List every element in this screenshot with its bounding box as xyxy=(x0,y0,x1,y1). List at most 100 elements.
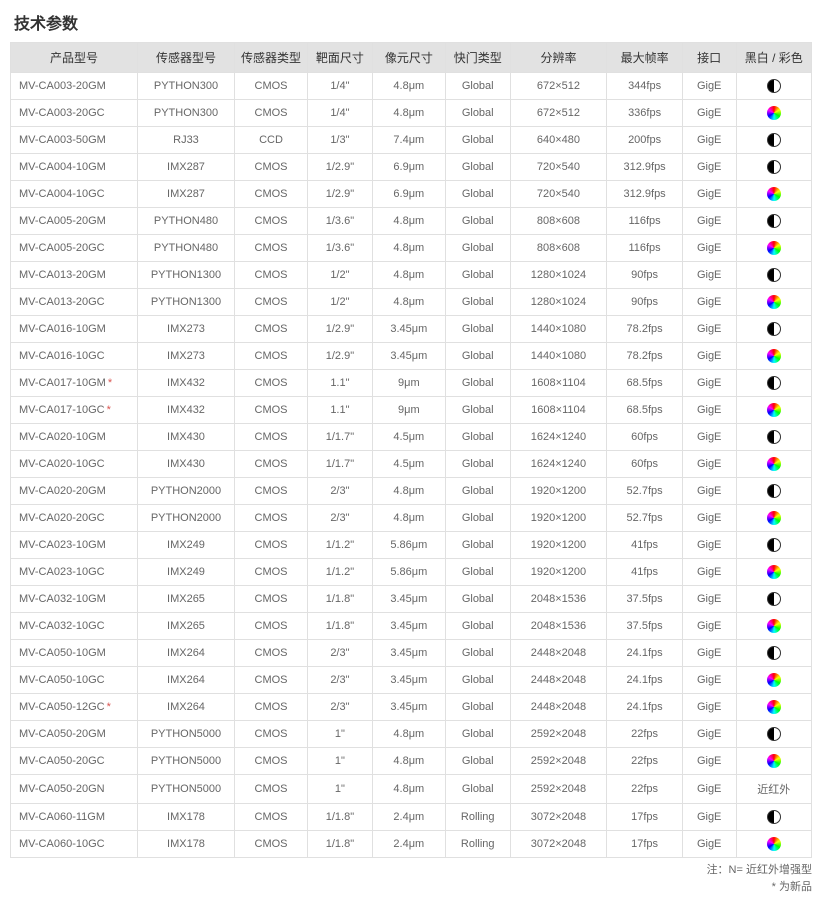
cell-optfmt: 1.1" xyxy=(308,370,373,397)
cell-sensor: IMX265 xyxy=(138,613,235,640)
cell-optfmt: 1/4" xyxy=(308,73,373,100)
color-icon xyxy=(767,754,781,768)
cell-shutter: Rolling xyxy=(445,831,510,858)
model-text: MV-CA003-50GM xyxy=(19,134,106,146)
cell-sensor: PYTHON5000 xyxy=(138,748,235,775)
cell-pixsz: 4.8μm xyxy=(372,721,445,748)
table-row: MV-CA003-50GMRJ33CCD1/3"7.4μmGlobal640×4… xyxy=(11,127,812,154)
cell-model: MV-CA004-10GM xyxy=(11,154,138,181)
cell-sensor: IMX430 xyxy=(138,424,235,451)
table-row: MV-CA050-20GNPYTHON5000CMOS1"4.8μmGlobal… xyxy=(11,775,812,804)
cell-optfmt: 1/1.8" xyxy=(308,586,373,613)
col-header: 黑白 / 彩色 xyxy=(736,43,811,73)
cell-mono-color xyxy=(736,721,811,748)
cell-pixsz: 3.45μm xyxy=(372,316,445,343)
cell-sensor: IMX178 xyxy=(138,804,235,831)
model-text: MV-CA050-20GC xyxy=(19,755,105,767)
cell-optfmt: 1/2.9" xyxy=(308,154,373,181)
cell-if: GigE xyxy=(682,775,736,804)
cell-sensor: PYTHON2000 xyxy=(138,505,235,532)
cell-if: GigE xyxy=(682,100,736,127)
cell-pixsz: 6.9μm xyxy=(372,154,445,181)
cell-fps: 90fps xyxy=(607,262,682,289)
cell-fps: 68.5fps xyxy=(607,397,682,424)
cell-fps: 17fps xyxy=(607,831,682,858)
cell-if: GigE xyxy=(682,208,736,235)
cell-pixsz: 4.8μm xyxy=(372,505,445,532)
col-header: 像元尺寸 xyxy=(372,43,445,73)
cell-shutter: Global xyxy=(445,424,510,451)
cell-sensor: IMX264 xyxy=(138,667,235,694)
cell-shutter: Global xyxy=(445,397,510,424)
cell-pixsz: 9μm xyxy=(372,370,445,397)
cell-mono-color xyxy=(736,559,811,586)
cell-stype: CMOS xyxy=(234,505,307,532)
cell-mono-color xyxy=(736,478,811,505)
cell-fps: 37.5fps xyxy=(607,613,682,640)
color-icon xyxy=(767,511,781,525)
cell-stype: CMOS xyxy=(234,721,307,748)
table-row: MV-CA060-11GMIMX178CMOS1/1.8"2.4μmRollin… xyxy=(11,804,812,831)
cell-sensor: IMX287 xyxy=(138,181,235,208)
cell-optfmt: 1/1.2" xyxy=(308,559,373,586)
cell-mono-color xyxy=(736,343,811,370)
table-header-row: 产品型号传感器型号传感器类型靶面尺寸像元尺寸快门类型分辨率最大帧率接口黑白 / … xyxy=(11,43,812,73)
cell-mono-color xyxy=(736,748,811,775)
cell-sensor: PYTHON1300 xyxy=(138,262,235,289)
cell-shutter: Global xyxy=(445,316,510,343)
cell-model: MV-CA050-20GN xyxy=(11,775,138,804)
color-icon xyxy=(767,837,781,851)
cell-mono-color xyxy=(736,316,811,343)
cell-fps: 22fps xyxy=(607,748,682,775)
cell-pixsz: 4.8μm xyxy=(372,262,445,289)
cell-stype: CMOS xyxy=(234,831,307,858)
cell-pixsz: 3.45μm xyxy=(372,694,445,721)
color-icon xyxy=(767,700,781,714)
model-text: MV-CA013-20GM xyxy=(19,269,106,281)
color-icon xyxy=(767,187,781,201)
cell-res: 2592×2048 xyxy=(510,775,607,804)
model-text: MV-CA020-10GM xyxy=(19,431,106,443)
cell-res: 1608×1104 xyxy=(510,397,607,424)
table-row: MV-CA023-10GCIMX249CMOS1/1.2"5.86μmGloba… xyxy=(11,559,812,586)
cell-res: 1440×1080 xyxy=(510,343,607,370)
cell-stype: CMOS xyxy=(234,748,307,775)
cell-res: 672×512 xyxy=(510,73,607,100)
cell-optfmt: 1/2.9" xyxy=(308,343,373,370)
cell-optfmt: 1.1" xyxy=(308,397,373,424)
mono-icon xyxy=(767,268,781,282)
cell-optfmt: 2/3" xyxy=(308,478,373,505)
color-icon xyxy=(767,106,781,120)
cell-optfmt: 1/1.2" xyxy=(308,532,373,559)
cell-mono-color xyxy=(736,424,811,451)
cell-sensor: IMX264 xyxy=(138,640,235,667)
cell-mono-color xyxy=(736,613,811,640)
cell-stype: CMOS xyxy=(234,559,307,586)
cell-shutter: Global xyxy=(445,154,510,181)
table-row: MV-CA023-10GMIMX249CMOS1/1.2"5.86μmGloba… xyxy=(11,532,812,559)
cell-res: 2048×1536 xyxy=(510,613,607,640)
cell-stype: CMOS xyxy=(234,370,307,397)
cell-mono-color xyxy=(736,397,811,424)
cell-stype: CMOS xyxy=(234,100,307,127)
table-row: MV-CA003-20GCPYTHON300CMOS1/4"4.8μmGloba… xyxy=(11,100,812,127)
model-text: MV-CA050-12GC xyxy=(19,701,105,713)
color-icon xyxy=(767,457,781,471)
cell-shutter: Global xyxy=(445,586,510,613)
col-header: 接口 xyxy=(682,43,736,73)
cell-res: 2448×2048 xyxy=(510,694,607,721)
cell-optfmt: 1/1.7" xyxy=(308,451,373,478)
cell-res: 2592×2048 xyxy=(510,721,607,748)
mono-icon xyxy=(767,133,781,147)
cell-shutter: Global xyxy=(445,613,510,640)
footnotes: 注：N= 近红外增强型 * 为新品 xyxy=(10,862,812,895)
cell-mono-color xyxy=(736,262,811,289)
cell-shutter: Global xyxy=(445,343,510,370)
cell-res: 1920×1200 xyxy=(510,478,607,505)
cell-stype: CMOS xyxy=(234,316,307,343)
cell-shutter: Global xyxy=(445,505,510,532)
cell-sensor: PYTHON300 xyxy=(138,73,235,100)
cell-sensor: PYTHON5000 xyxy=(138,721,235,748)
mono-icon xyxy=(767,430,781,444)
cell-fps: 68.5fps xyxy=(607,370,682,397)
